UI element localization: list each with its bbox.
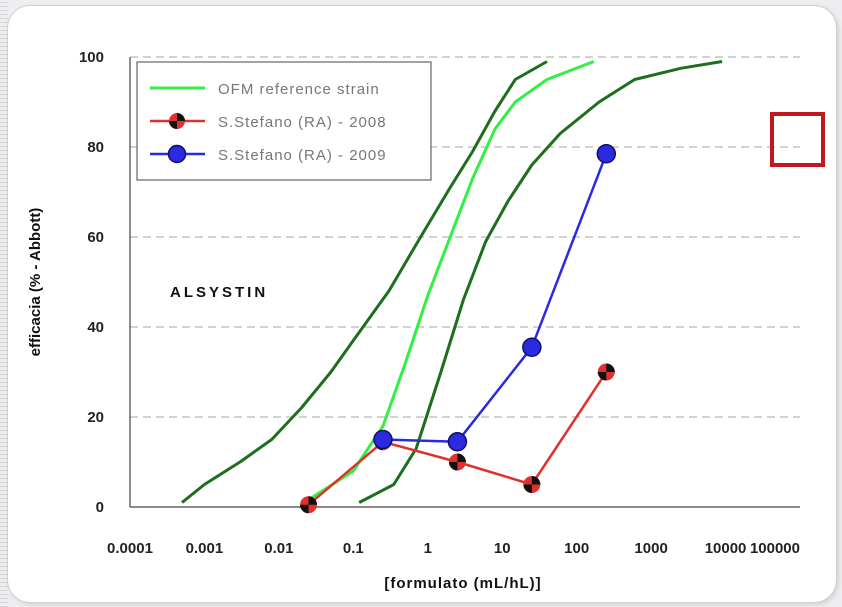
- series-line-reference: [303, 60, 595, 504]
- slide-edge-decoration: [0, 0, 8, 607]
- series-points: [300, 144, 617, 514]
- x-axis-label: [formulato (mL/hL)]: [384, 575, 541, 592]
- point-2008-2: [448, 453, 466, 471]
- series-line-reference_upper_bound: [181, 60, 548, 504]
- point-2009-2: [522, 337, 542, 357]
- y-tick-labels: 0 20 40 60 80 100: [79, 49, 104, 516]
- point-2008-0: [300, 496, 318, 514]
- x-tick-1000: 1000: [634, 540, 667, 557]
- y-axis-label: efficacia (% - Abbott): [27, 208, 44, 357]
- legend-marker-2008: [169, 113, 185, 129]
- legend-label-reference: OFM reference strain: [218, 81, 380, 98]
- series-line-s2009: [382, 153, 608, 444]
- x-tick-100: 100: [564, 540, 589, 557]
- series-line-reference_lower_bound: [358, 60, 723, 504]
- y-tick-80: 80: [87, 139, 104, 156]
- x-tick-100000: 100000: [750, 540, 800, 557]
- point-2009-0: [373, 429, 393, 450]
- point-2008-4: [597, 363, 615, 381]
- series-lines: [181, 60, 723, 506]
- x-tick-10: 10: [494, 540, 511, 557]
- highlight-box: [770, 112, 825, 167]
- axes: [129, 57, 800, 508]
- point-2008-3: [523, 476, 541, 493]
- x-tick-10000: 10000: [705, 540, 747, 557]
- legend-label-2009: S.Stefano (RA) - 2009: [218, 147, 387, 164]
- x-tick-1: 1: [424, 540, 432, 557]
- x-tick-0.01: 0.01: [264, 540, 293, 557]
- x-tick-0.001: 0.001: [186, 540, 224, 557]
- y-tick-0: 0: [96, 499, 104, 516]
- y-tick-60: 60: [87, 229, 104, 246]
- x-tick-0.1: 0.1: [343, 540, 364, 557]
- point-2009-3: [596, 144, 617, 164]
- y-tick-100: 100: [79, 49, 104, 66]
- x-tick-0.0001: 0.0001: [107, 540, 153, 557]
- legend: OFM reference strain S.Stefano (RA) - 20…: [136, 61, 432, 181]
- legend-label-2008: S.Stefano (RA) - 2008: [218, 114, 387, 131]
- product-annotation: ALSYSTIN: [170, 284, 268, 301]
- y-tick-20: 20: [87, 409, 104, 426]
- legend-marker-2009: [167, 144, 187, 164]
- x-tick-labels: 0.0001 0.001 0.01 0.1 1 10 100 1000 10000 100000: [107, 540, 800, 557]
- y-tick-40: 40: [87, 319, 104, 336]
- point-2009-1: [447, 432, 468, 452]
